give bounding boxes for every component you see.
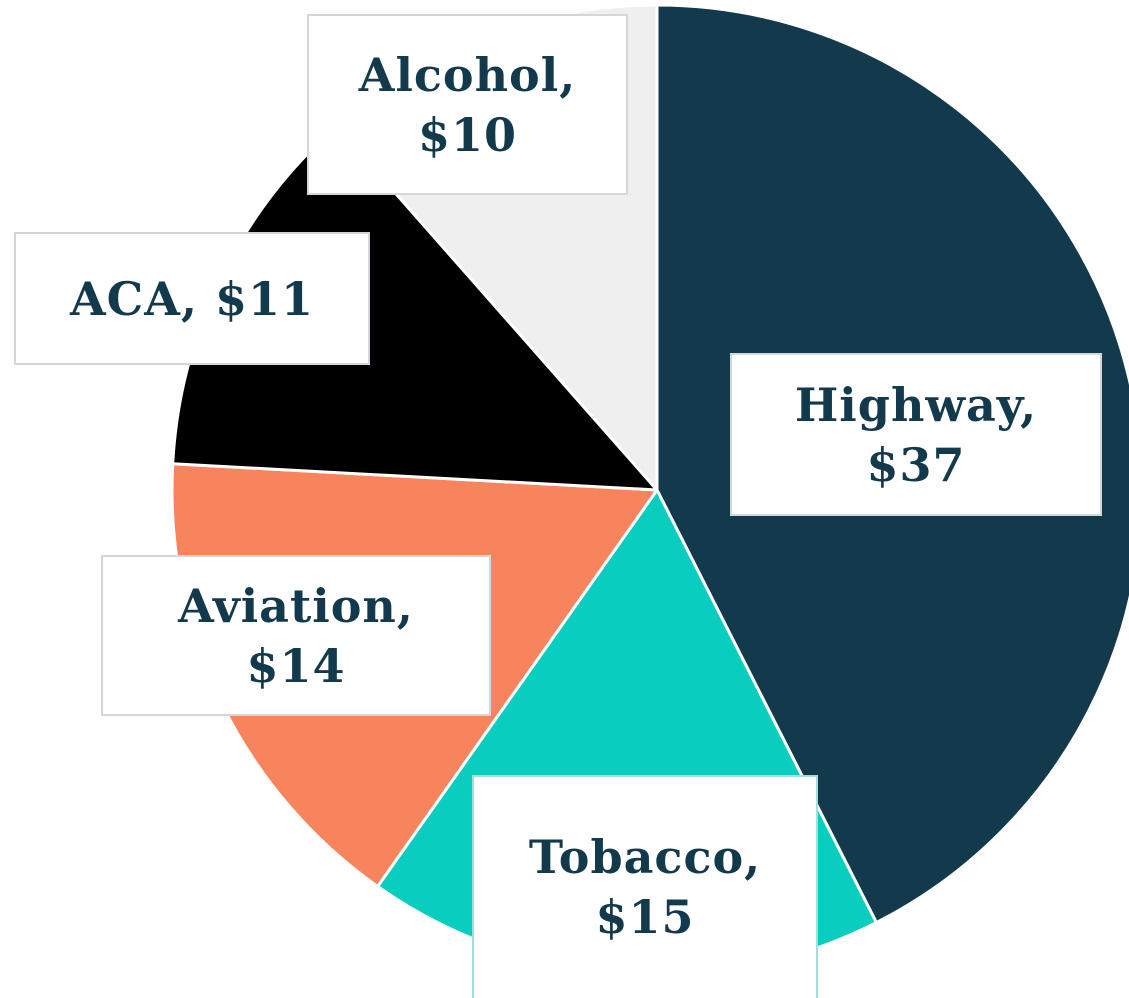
data-label: Aviation, $14 — [101, 555, 491, 716]
data-label: Alcohol, $10 — [307, 14, 628, 195]
data-label: Highway, $37 — [730, 353, 1102, 516]
data-label: ACA, $11 — [14, 232, 370, 365]
data-label: Tobacco, $15 — [472, 775, 818, 998]
